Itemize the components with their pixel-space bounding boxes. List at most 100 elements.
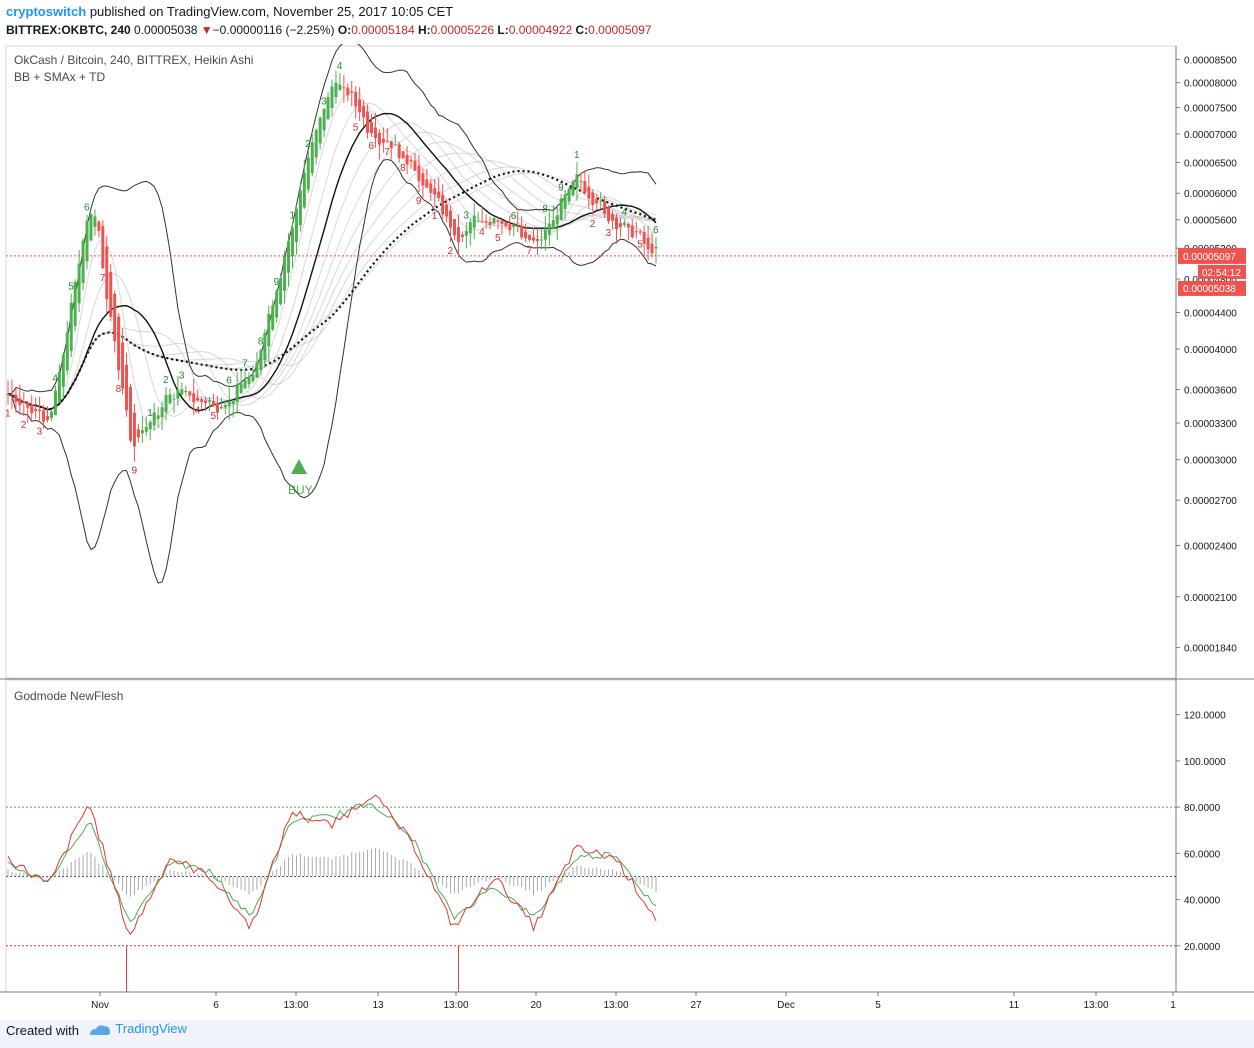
candle-body (6, 394, 10, 396)
candle-body (310, 142, 314, 174)
candle (89, 213, 93, 242)
candle (34, 397, 38, 419)
candle (452, 218, 456, 241)
candle (508, 215, 512, 236)
candle-body (330, 86, 334, 108)
candle-body (81, 240, 85, 283)
price-tick-label: 0.00006500 (1184, 158, 1237, 169)
candle-body (287, 240, 291, 273)
candle-body (413, 160, 417, 171)
candle-body (401, 151, 405, 159)
time-tick-label: 20 (530, 1000, 542, 1011)
candle (223, 400, 227, 415)
candle-body (381, 138, 385, 143)
candle (298, 181, 302, 232)
countdown-tag: 02:54:12 (1198, 264, 1246, 279)
candle-body (460, 234, 464, 237)
price-tick-label: 0.00005600 (1184, 216, 1237, 227)
tradingview-link[interactable]: TradingView (88, 1021, 187, 1037)
candle-body (654, 246, 658, 249)
candle-body (172, 398, 176, 400)
candle (496, 216, 500, 229)
osc-main-line (7, 794, 657, 936)
candle-body (607, 207, 611, 222)
time-tick-label: 13 (372, 1000, 384, 1011)
candle-body (314, 129, 318, 158)
candle-body (524, 231, 528, 239)
candle (366, 104, 370, 139)
countdown-tag-text: 02:54:12 (1202, 268, 1241, 279)
candle-body (38, 409, 42, 412)
osc-tick-label: 80.0000 (1184, 803, 1221, 814)
candle-body (433, 188, 437, 195)
candle (10, 379, 14, 409)
candle-body (239, 383, 243, 394)
symbol-label: BITTREX:OKBTC, 240 (6, 23, 131, 37)
bid-tag-bg (1178, 280, 1246, 296)
price-tick-label: 0.00007000 (1184, 130, 1237, 141)
candle-body (164, 394, 168, 413)
candle (389, 140, 393, 160)
candle (591, 189, 595, 215)
time-tick-label: 11 (1009, 1000, 1020, 1011)
candle-body (508, 224, 512, 231)
sma-ribbon-line (7, 131, 657, 411)
price-change: −0.00000116 (−2.25%) (212, 23, 335, 37)
candle-body (215, 403, 219, 413)
candle (113, 290, 117, 353)
td-count-label: 2 (305, 139, 311, 150)
candle-body (322, 108, 326, 131)
price-tick-label: 0.00003300 (1184, 419, 1237, 430)
candle (500, 219, 504, 235)
candle-body (618, 223, 622, 228)
candle-body (176, 389, 180, 399)
candle-body (496, 220, 500, 222)
candle (464, 222, 468, 249)
candle (196, 389, 200, 402)
td-count-label: 7 (384, 147, 390, 158)
candle (524, 223, 528, 243)
candle-body (583, 181, 587, 193)
candle (611, 210, 615, 230)
candle-body (504, 222, 508, 227)
candle (622, 219, 626, 228)
candle (271, 300, 275, 332)
main-pane-title: OkCash / Bitcoin, 240, BITTREX, Heikin A… (14, 53, 253, 67)
time-tick-label: 13:00 (283, 1000, 308, 1011)
td-count-label: 9 (558, 182, 564, 193)
candle (326, 92, 330, 120)
author-link[interactable]: cryptoswitch (6, 4, 87, 19)
close-label: C: (575, 23, 589, 37)
candle (263, 329, 267, 368)
price-tick-label: 0.00003000 (1184, 456, 1237, 467)
candle (563, 189, 567, 220)
candle-body (136, 429, 140, 438)
last-price-tag: 0.00005097 (1178, 247, 1246, 264)
sma-ribbon-line (7, 160, 657, 411)
candle (595, 194, 599, 210)
sma-ribbon-line (7, 102, 657, 418)
candle-body (302, 172, 306, 208)
candle-body (334, 82, 338, 98)
candle (200, 396, 204, 410)
tradingview-brand: TradingView (115, 1021, 187, 1036)
candle-body (121, 342, 125, 389)
candle-body (397, 144, 401, 159)
candle-body (366, 111, 370, 133)
candle-body (512, 224, 516, 228)
td-count-label: 4 (52, 374, 58, 385)
td-count-label: 2 (448, 246, 454, 257)
candle (417, 154, 421, 192)
candle-body (346, 87, 350, 96)
candle (128, 383, 132, 443)
candle-body (480, 221, 484, 223)
sma-slow-dotted (7, 170, 657, 411)
candle-body (263, 333, 267, 361)
candle (227, 387, 231, 420)
candle-body (567, 188, 571, 202)
candle-body (53, 390, 57, 416)
open-label: O: (337, 23, 352, 37)
candle-body (472, 215, 476, 228)
